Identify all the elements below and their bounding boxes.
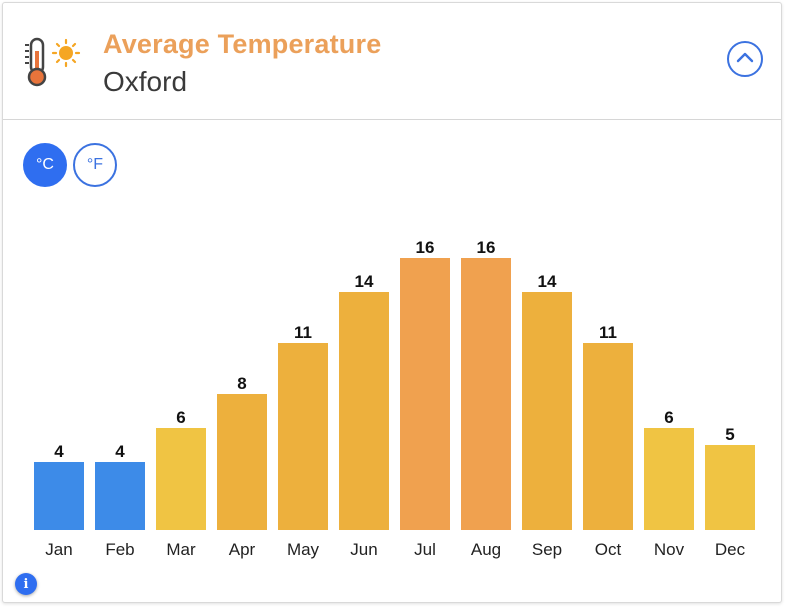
tick-label-jul: Jul bbox=[414, 540, 436, 559]
card-header: Average Temperature Oxford bbox=[3, 3, 781, 120]
data-label-may: 11 bbox=[294, 323, 312, 342]
data-label-jul: 16 bbox=[416, 238, 435, 257]
bar-jul bbox=[400, 258, 450, 530]
chevron-up-icon bbox=[736, 50, 754, 68]
fahrenheit-toggle[interactable]: °F bbox=[73, 143, 117, 187]
data-label-dec: 5 bbox=[725, 425, 734, 444]
tick-label-feb: Feb bbox=[105, 540, 134, 559]
location-name: Oxford bbox=[103, 66, 188, 97]
tick-label-mar: Mar bbox=[166, 540, 196, 559]
data-label-jan: 4 bbox=[54, 442, 64, 461]
data-label-sep: 14 bbox=[538, 272, 557, 291]
tick-label-sep: Sep bbox=[532, 540, 562, 559]
bar-sep bbox=[522, 292, 572, 530]
info-icon[interactable]: i bbox=[15, 573, 37, 595]
data-label-feb: 4 bbox=[115, 442, 125, 461]
bar-jan bbox=[34, 462, 84, 530]
tick-label-nov: Nov bbox=[654, 540, 685, 559]
tick-label-jan: Jan bbox=[45, 540, 72, 559]
bar-oct bbox=[583, 343, 633, 530]
bar-apr bbox=[217, 394, 267, 530]
data-label-apr: 8 bbox=[237, 374, 246, 393]
data-label-mar: 6 bbox=[176, 408, 185, 427]
tick-label-dec: Dec bbox=[715, 540, 746, 559]
tick-label-may: May bbox=[287, 540, 320, 559]
tick-label-apr: Apr bbox=[229, 540, 256, 559]
data-label-jun: 14 bbox=[355, 272, 374, 291]
tick-label-jun: Jun bbox=[350, 540, 377, 559]
data-label-oct: 11 bbox=[599, 323, 617, 342]
bar-dec bbox=[705, 445, 755, 530]
tick-label-aug: Aug bbox=[471, 540, 501, 559]
bar-jun bbox=[339, 292, 389, 530]
data-label-aug: 16 bbox=[477, 238, 496, 257]
bar-may bbox=[278, 343, 328, 530]
collapse-button[interactable] bbox=[727, 41, 763, 77]
bar-mar bbox=[156, 428, 206, 530]
card-title: Average Temperature bbox=[103, 29, 382, 59]
bar-nov bbox=[644, 428, 694, 530]
data-label-nov: 6 bbox=[664, 408, 673, 427]
bar-aug bbox=[461, 258, 511, 530]
celsius-toggle[interactable]: °C bbox=[23, 143, 67, 187]
bar-feb bbox=[95, 462, 145, 530]
temperature-bar-chart: 4 Jan 4 Feb 6 Mar 8 Apr 11 May 14 Jun 16 Jul 16 Aug 14 Se… bbox=[34, 238, 755, 559]
thermometer-sun-icon bbox=[23, 37, 83, 92]
tick-label-oct: Oct bbox=[595, 540, 622, 559]
